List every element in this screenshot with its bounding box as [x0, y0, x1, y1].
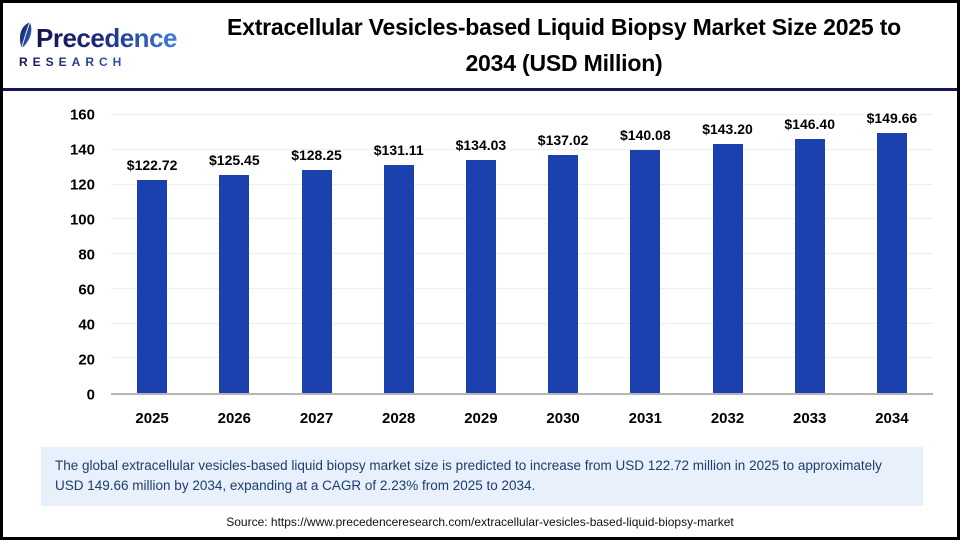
x-axis-label: 2033: [793, 410, 827, 427]
y-tick-label: 20: [78, 351, 95, 369]
logo: Precedence RESEARCH: [17, 21, 185, 69]
header: Precedence RESEARCH Extracellular Vesicl…: [3, 3, 957, 88]
gridline: [111, 114, 933, 115]
gridline: [111, 253, 933, 254]
source-line: Source: https://www.precedenceresearch.c…: [3, 515, 957, 529]
source-text: Source: https://www.precedenceresearch.c…: [226, 514, 734, 529]
x-axis-label: 2026: [217, 410, 251, 427]
gridline: [111, 357, 933, 359]
bar-value-label: $146.40: [784, 115, 835, 132]
bar-value-label: $131.11: [373, 142, 424, 159]
page-title-line1: Extracellular Vesicles-based Liquid Biop…: [226, 13, 902, 40]
logo-subtitle: RESEARCH: [17, 55, 185, 69]
summary-note: The global extracellular vesicles-based …: [41, 447, 923, 506]
bar-2025: [137, 179, 168, 393]
y-tick-label: 60: [78, 281, 95, 299]
bar-value-label: $125.45: [208, 152, 260, 169]
x-axis-label: 2034: [875, 410, 909, 427]
bar-2029: [465, 160, 496, 393]
gridline: [111, 183, 933, 185]
y-axis: 0 20 40 60 80 100 120 140 160: [3, 108, 95, 403]
x-axis-label: 2032: [710, 410, 745, 427]
bar-chart: 0 20 40 60 80 100 120 140 160 $122.72 2025 $125.45…: [3, 91, 957, 439]
y-tick-label: 140: [69, 141, 95, 159]
page-title-line2: 2034 (USD Million): [465, 49, 663, 76]
y-tick-label: 120: [69, 176, 95, 194]
header-divider: [3, 88, 957, 91]
leaf-icon: [20, 21, 32, 48]
bar-2034: [876, 132, 907, 393]
y-tick-label: 100: [69, 211, 95, 229]
y-tick-label: 40: [78, 316, 95, 334]
x-axis-label: 2029: [464, 410, 498, 427]
bar-2031: [630, 149, 661, 393]
bar-2027: [301, 170, 332, 393]
x-axis-label: 2030: [546, 410, 580, 427]
gridline: [111, 287, 933, 289]
bar-value-label: $149.66: [866, 109, 918, 126]
bar-2032: [712, 144, 743, 393]
gridline: [111, 218, 933, 220]
page-title: Extracellular Vesicles-based Liquid Biop…: [185, 10, 943, 81]
bar-2033: [794, 138, 825, 393]
plot-area: $122.72 2025 $125.45 2026 $128.25 2027 $131.11…: [111, 110, 933, 427]
bar-value-label: $134.03: [455, 137, 507, 154]
bar-2030: [548, 154, 579, 393]
bar-value-label: $137.02: [537, 131, 589, 148]
y-tick-label: 160: [69, 106, 95, 124]
bar-value-label: $143.20: [702, 121, 753, 138]
bar-2028: [383, 165, 414, 393]
y-tick-label: 0: [86, 386, 95, 404]
y-tick-label: 80: [78, 246, 95, 264]
x-axis-label: 2027: [299, 410, 334, 427]
bar-value-label: $122.72: [126, 156, 178, 173]
bar-value-label: $128.25: [291, 147, 342, 164]
bar-value-label: $140.08: [619, 126, 671, 143]
x-axis-label: 2031: [628, 410, 662, 427]
gridline: [111, 148, 933, 150]
summary-note-text: The global extracellular vesicles-based …: [55, 458, 882, 494]
gridline: [111, 322, 933, 324]
bar-2026: [219, 175, 250, 393]
x-axis-label: 2028: [382, 410, 416, 427]
logo-name: Precedence: [36, 22, 177, 53]
x-axis-label: 2025: [135, 410, 169, 427]
